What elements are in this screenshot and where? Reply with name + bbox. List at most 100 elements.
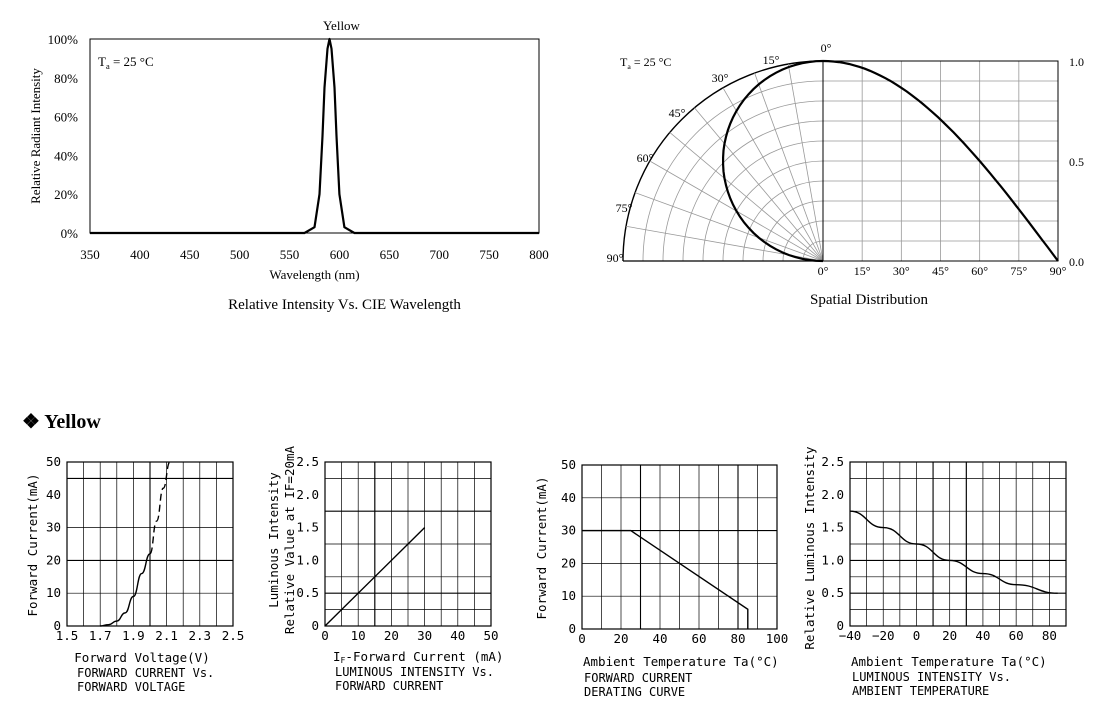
spatial-polar-ring [702,140,824,262]
lum-current-y-tick-label: 0.5 [296,585,319,600]
spatial-x-angle-label: 15° [854,264,871,278]
iv-x-tick-label: 2.5 [222,628,245,643]
derating-x-tick-label: 60 [691,631,706,646]
lum-current-y-tick-label: 2.0 [296,487,319,502]
lum-current-y-axis-label: Luminous Intensity [266,472,281,608]
lum-current-x-tick-label: 50 [483,628,498,643]
spectrum-plot-frame [89,38,540,234]
lum-current-x-tick-label: 10 [351,628,366,643]
derating-y-tick-label: 30 [561,523,576,538]
lum-current-series-line [324,527,426,627]
lum-temp-caption: AMBIENT TEMPERATURE [852,684,989,698]
iv-caption: FORWARD CURRENT Vs. [77,666,214,680]
iv-y-tick-label: 10 [46,585,61,600]
lum-temp-x-tick-label: 40 [975,628,990,643]
iv-y-tick-label: 30 [46,520,61,535]
spatial-polar-angle-label: 60° [637,151,654,165]
lum-current-x-tick-label: 40 [450,628,465,643]
spatial-polar-spoke [754,72,824,262]
iv-x-tick-label: 1.5 [56,628,79,643]
spatial-temperature-annotation: Ta = 25 °C [620,55,671,71]
lum-current-caption: LUMINOUS INTENSITY Vs. [335,665,494,679]
lum-temp-y-tick-label: 1.5 [821,520,844,535]
spectrum-x-tick-label: 600 [330,247,350,262]
lum-temp-x-tick-label: −40 [839,628,862,643]
lum-current-caption: FORWARD CURRENT [335,679,443,693]
derating-x-tick-label: 100 [766,631,789,646]
iv-series-line [100,553,151,627]
iv-x-axis-label: Forward Voltage(V) [74,650,209,665]
spatial-polar-ring [742,180,824,262]
lum-current-y-tick-label: 0 [311,618,319,633]
lum-temp-x-tick-label: 60 [1009,628,1024,643]
spectrum-x-tick-label: 550 [280,247,300,262]
lum-temp-x-tick-label: −20 [872,628,895,643]
iv-y-axis-label: Forward Current(mA) [25,474,40,617]
spatial-x-angle-label: 30° [893,264,910,278]
lum-temp-x-tick-label: 80 [1042,628,1057,643]
spatial-right-scale-label: 0.0 [1069,255,1084,269]
spatial-polar-angle-label: 30° [712,71,729,85]
lum-current-y-tick-label: 1.0 [296,552,319,567]
spectrum-chart: 350 400 450 500 550 600 650 700 750 800 0% 20% 40% 60… [28,18,549,313]
spatial-polar-ring [622,60,824,262]
spectrum-y-axis-label: Relative Radiant Intensity [28,68,43,204]
spectrum-y-tick-label: 100% [48,32,79,47]
spatial-polar-spoke [787,63,824,262]
spectrum-y-tick-label: 60% [54,110,78,125]
iv-series-line [149,461,171,555]
spectrum-x-tick-label: 700 [429,247,449,262]
lum-current-y-tick-label: 1.5 [296,520,319,535]
spectrum-y-tick-label: 20% [54,187,78,202]
spatial-cartesian-curve [822,59,1059,262]
spectrum-x-tick-label: 650 [380,247,400,262]
spatial-right-scale-label: 1.0 [1069,55,1084,69]
spatial-right-scale-label: 0.5 [1069,155,1084,169]
derating-x-tick-label: 0 [578,631,586,646]
spatial-polar-spoke [634,192,824,262]
diamond-bullet-icon: ❖ [22,411,40,433]
lum-temp-y-tick-label: 0.5 [821,585,844,600]
derating-x-axis-label: Ambient Temperature Ta(°C) [583,654,779,669]
derating-y-tick-label: 0 [568,621,576,636]
iv-caption: FORWARD VOLTAGE [77,680,185,694]
iv-x-tick-label: 1.7 [89,628,112,643]
spectrum-series-line [90,37,539,235]
derating-caption: DERATING CURVE [584,685,685,699]
derating-chart: 0 20 40 60 80 100 0 10 20 30 40 50 Ambient Temperatu… [534,457,788,699]
iv-y-tick-label: 20 [46,552,61,567]
derating-plot-frame [581,464,778,630]
spectrum-x-tick-label: 750 [479,247,499,262]
lum-current-y-tick-label: 2.5 [296,454,319,469]
lum-current-y-axis-label: Relative Value at IF=20mA [282,445,297,634]
derating-caption: FORWARD CURRENT [584,671,692,685]
iv-plot-frame [66,461,234,627]
derating-y-tick-label: 40 [561,490,576,505]
section-heading-text: Yellow [44,411,101,433]
spatial-plot-frame [822,60,1059,262]
spatial-x-angle-label: 45° [932,264,949,278]
lum-current-x-tick-label: 0 [321,628,329,643]
derating-y-tick-label: 20 [561,555,576,570]
spectrum-y-tick-label: 0% [61,226,79,241]
spatial-polar-angle-label: 75° [616,201,633,215]
lum-temp-chart: −40 −20 0 20 40 60 80 0 0.5 1.0 1.5 2.0 2.5 Ambient T… [802,446,1067,698]
derating-x-tick-label: 20 [613,631,628,646]
spatial-caption: Spatial Distribution [810,292,928,308]
derating-y-axis-label: Forward Current(mA) [534,477,549,620]
spatial-x-angle-label: 75° [1010,264,1027,278]
iv-y-tick-label: 50 [46,454,61,469]
spectrum-x-tick-label: 800 [529,247,549,262]
lum-current-x-axis-label: IF-Forward Current (mA) [333,649,503,665]
iv-x-tick-label: 2.3 [189,628,212,643]
spatial-polar-ring [722,160,824,262]
lum-current-plot-frame [324,461,492,627]
lum-temp-y-tick-label: 1.0 [821,552,844,567]
lum-current-x-tick-label: 30 [417,628,432,643]
spatial-polar-ring [642,80,824,262]
lum-current-chart: 0 10 20 30 40 50 0 0.5 1.0 1.5 2.0 2.5 IF-Forward Cu… [266,445,503,693]
spatial-x-angle-label: 90° [1050,264,1067,278]
lum-temp-x-axis-label: Ambient Temperature Ta(°C) [851,654,1047,669]
spatial-polar-curve [722,59,824,263]
derating-x-tick-label: 80 [730,631,745,646]
